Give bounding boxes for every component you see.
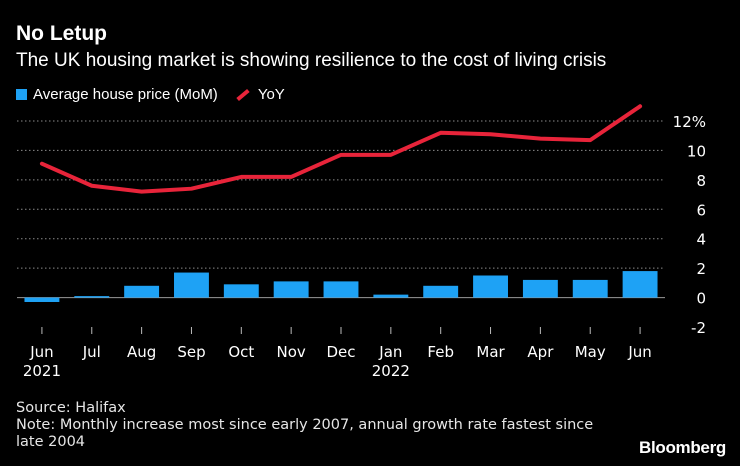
x-tick-year-label: 2022 (372, 362, 410, 380)
yoy-line (39, 104, 643, 194)
chart-subtitle: The UK housing market is showing resilie… (16, 50, 607, 71)
y-tick-label: 10 (687, 142, 706, 160)
bar (74, 296, 110, 298)
bar (24, 297, 60, 302)
x-tick-label: Aug (127, 343, 156, 361)
bar (373, 294, 409, 298)
x-tick-label: Mar (476, 343, 505, 361)
bar (174, 272, 209, 298)
x-tick-year-label: 2021 (23, 362, 61, 380)
x-tick-label: Oct (228, 343, 254, 361)
footer: Source: Halifax Note: Monthly increase m… (16, 400, 593, 451)
bar (622, 271, 658, 298)
bar-series (24, 271, 658, 302)
x-tick-label: Jul (82, 343, 101, 361)
gridlines (17, 120, 665, 299)
chart-title: No Letup (16, 22, 107, 45)
bar (124, 285, 160, 298)
note-text-line2: late 2004 (16, 434, 86, 450)
y-tick-label: 6 (696, 201, 706, 219)
x-tick-label: Jun (627, 343, 651, 361)
y-tick-label: 4 (696, 231, 706, 249)
x-tick-label: Jun (29, 343, 53, 361)
x-tick-label: Dec (326, 343, 355, 361)
y-tick-label: 0 (696, 290, 706, 308)
x-tick-label: Jan (378, 343, 402, 361)
y-tick-label: 12% (673, 113, 706, 131)
bar (323, 281, 359, 298)
x-tick-label: Apr (527, 343, 554, 361)
note-text-line1: Note: Monthly increase most since early … (16, 417, 594, 433)
x-tick-label: Nov (277, 343, 306, 361)
y-tick-label: 8 (696, 172, 706, 190)
y-tick-label: -2 (691, 319, 706, 337)
bar (423, 285, 459, 298)
legend-bar-label: Average house price (MoM) (33, 86, 218, 103)
line-series (39, 104, 643, 194)
x-tick-label: Sep (177, 343, 205, 361)
x-tick-label: Feb (427, 343, 454, 361)
y-tick-label: 2 (696, 260, 706, 278)
bar (522, 279, 558, 298)
legend-bar-swatch (16, 89, 27, 100)
y-axis: 12% 10 8 6 4 2 0 -2 (673, 113, 706, 337)
legend-line-label: YoY (257, 86, 285, 103)
bar (572, 279, 608, 298)
x-tick-label: May (575, 343, 606, 361)
bar (223, 284, 259, 298)
legend: Average house price (MoM) YoY (16, 86, 285, 103)
source-text: Source: Halifax (16, 400, 126, 416)
bar (273, 281, 309, 298)
bar (473, 275, 508, 298)
bloomberg-logo: Bloomberg (638, 438, 726, 457)
